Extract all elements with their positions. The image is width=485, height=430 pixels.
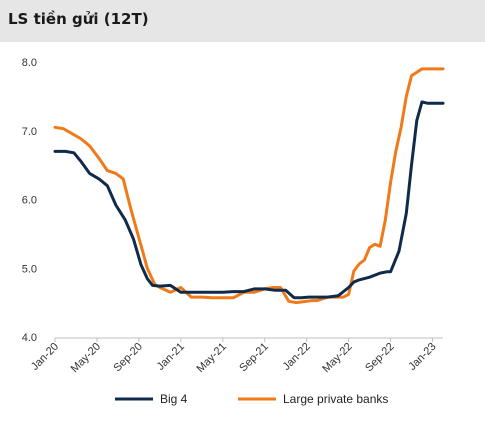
chart-title: LS tiền gửi (12T): [8, 10, 149, 28]
x-tick-label: Jan-22: [281, 341, 313, 373]
y-tick-label: 7.0: [22, 126, 37, 138]
title-bar: LS tiền gửi (12T): [0, 0, 485, 42]
legend-label-large-private-banks: Large private banks: [283, 392, 388, 406]
legend-label-big4: Big 4: [160, 392, 188, 406]
x-tick-label: May-20: [69, 341, 103, 375]
x-tick-label: Jan-21: [155, 341, 187, 373]
series-line-big4: [53, 100, 445, 300]
y-tick-label: 4.0: [22, 332, 37, 344]
x-tick-label: Sep-21: [237, 341, 271, 375]
x-tick-label: May-21: [194, 341, 228, 375]
legend: Big 4 Large private banks: [115, 392, 388, 406]
x-tick-label: Sep-20: [111, 341, 145, 375]
series-layer: [53, 67, 445, 305]
series-line-large-private-banks: [53, 67, 445, 305]
x-tick-label: May-22: [320, 341, 354, 375]
x-tick-label: Jan-20: [29, 341, 61, 373]
y-tick-label: 6.0: [22, 195, 37, 207]
x-tick-label: Sep-22: [363, 341, 397, 375]
x-tick-label: Jan-23: [406, 341, 438, 373]
y-axis: 4.0 5.0 6.0 7.0 8.0: [22, 57, 37, 344]
x-axis: Jan-20 May-20 Sep-20 Jan-21 May-21 Sep-21 Jan-…: [29, 338, 439, 375]
y-tick-label: 5.0: [22, 263, 37, 275]
y-tick-label: 8.0: [22, 57, 37, 69]
